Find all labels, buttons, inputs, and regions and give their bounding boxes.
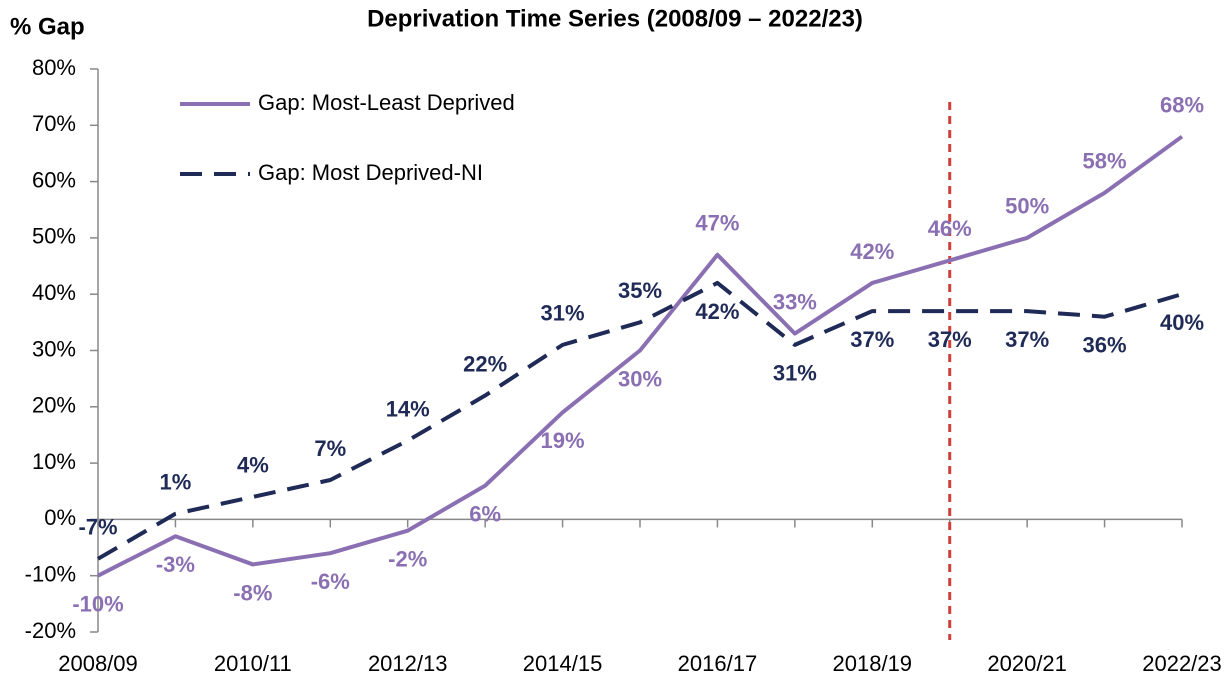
series-line bbox=[97, 134, 1184, 578]
y-tick-label: -20% bbox=[25, 618, 76, 643]
series-line bbox=[96, 280, 1183, 561]
chart-title: Deprivation Time Series (2008/09 – 2022/… bbox=[367, 5, 863, 32]
y-tick-label: 70% bbox=[32, 111, 76, 136]
y-axis-label: % Gap bbox=[10, 13, 85, 40]
x-tick-label: 2020/21 bbox=[987, 651, 1067, 676]
data-label: 47% bbox=[695, 211, 739, 236]
y-tick-label: -10% bbox=[25, 562, 76, 587]
x-tick-label: 2022/23 bbox=[1142, 651, 1222, 676]
y-tick-label: 60% bbox=[32, 167, 76, 192]
data-label: 30% bbox=[618, 366, 662, 391]
x-tick-label: 2014/15 bbox=[523, 651, 603, 676]
data-label: -7% bbox=[78, 515, 117, 540]
data-label: 37% bbox=[928, 327, 972, 352]
data-label: -8% bbox=[233, 580, 272, 605]
y-tick-label: 30% bbox=[32, 336, 76, 361]
x-tick-label: 2008/09 bbox=[58, 651, 138, 676]
data-label: -10% bbox=[72, 592, 123, 617]
data-label: -2% bbox=[388, 546, 427, 571]
x-tick-label: 2010/11 bbox=[214, 651, 292, 676]
legend-label: Gap: Most-Least Deprived bbox=[258, 90, 515, 115]
data-label: 7% bbox=[314, 436, 346, 461]
data-label: 31% bbox=[541, 301, 585, 326]
data-label: 1% bbox=[160, 470, 192, 495]
data-label: 36% bbox=[1083, 333, 1127, 358]
data-label: 58% bbox=[1083, 149, 1127, 174]
data-label: 40% bbox=[1160, 310, 1204, 335]
data-label: 19% bbox=[541, 428, 585, 453]
data-label: 6% bbox=[469, 501, 501, 526]
data-label: 50% bbox=[1005, 194, 1049, 219]
data-label: 42% bbox=[695, 299, 739, 324]
y-tick-label: 40% bbox=[32, 280, 76, 305]
data-label: 37% bbox=[1005, 327, 1049, 352]
x-tick-label: 2018/19 bbox=[833, 651, 913, 676]
data-label: -6% bbox=[311, 569, 350, 594]
y-tick-label: 20% bbox=[32, 393, 76, 418]
data-label: 68% bbox=[1160, 92, 1204, 117]
legend-label: Gap: Most Deprived-NI bbox=[258, 160, 483, 185]
data-label: -3% bbox=[156, 552, 195, 577]
data-label: 42% bbox=[850, 239, 894, 264]
x-tick-label: 2012/13 bbox=[368, 651, 448, 676]
data-label: 14% bbox=[386, 396, 430, 421]
data-label: 31% bbox=[773, 361, 817, 386]
y-tick-label: 0% bbox=[44, 505, 76, 530]
data-label: 37% bbox=[850, 327, 894, 352]
data-label: 22% bbox=[463, 351, 507, 376]
data-label: 46% bbox=[928, 216, 972, 241]
y-tick-label: 10% bbox=[32, 449, 76, 474]
data-label: 4% bbox=[237, 453, 269, 478]
y-tick-label: 50% bbox=[32, 224, 76, 249]
data-label: 35% bbox=[618, 278, 662, 303]
data-label: 33% bbox=[773, 289, 817, 314]
x-tick-label: 2016/17 bbox=[678, 651, 758, 676]
y-tick-label: 80% bbox=[32, 55, 76, 80]
